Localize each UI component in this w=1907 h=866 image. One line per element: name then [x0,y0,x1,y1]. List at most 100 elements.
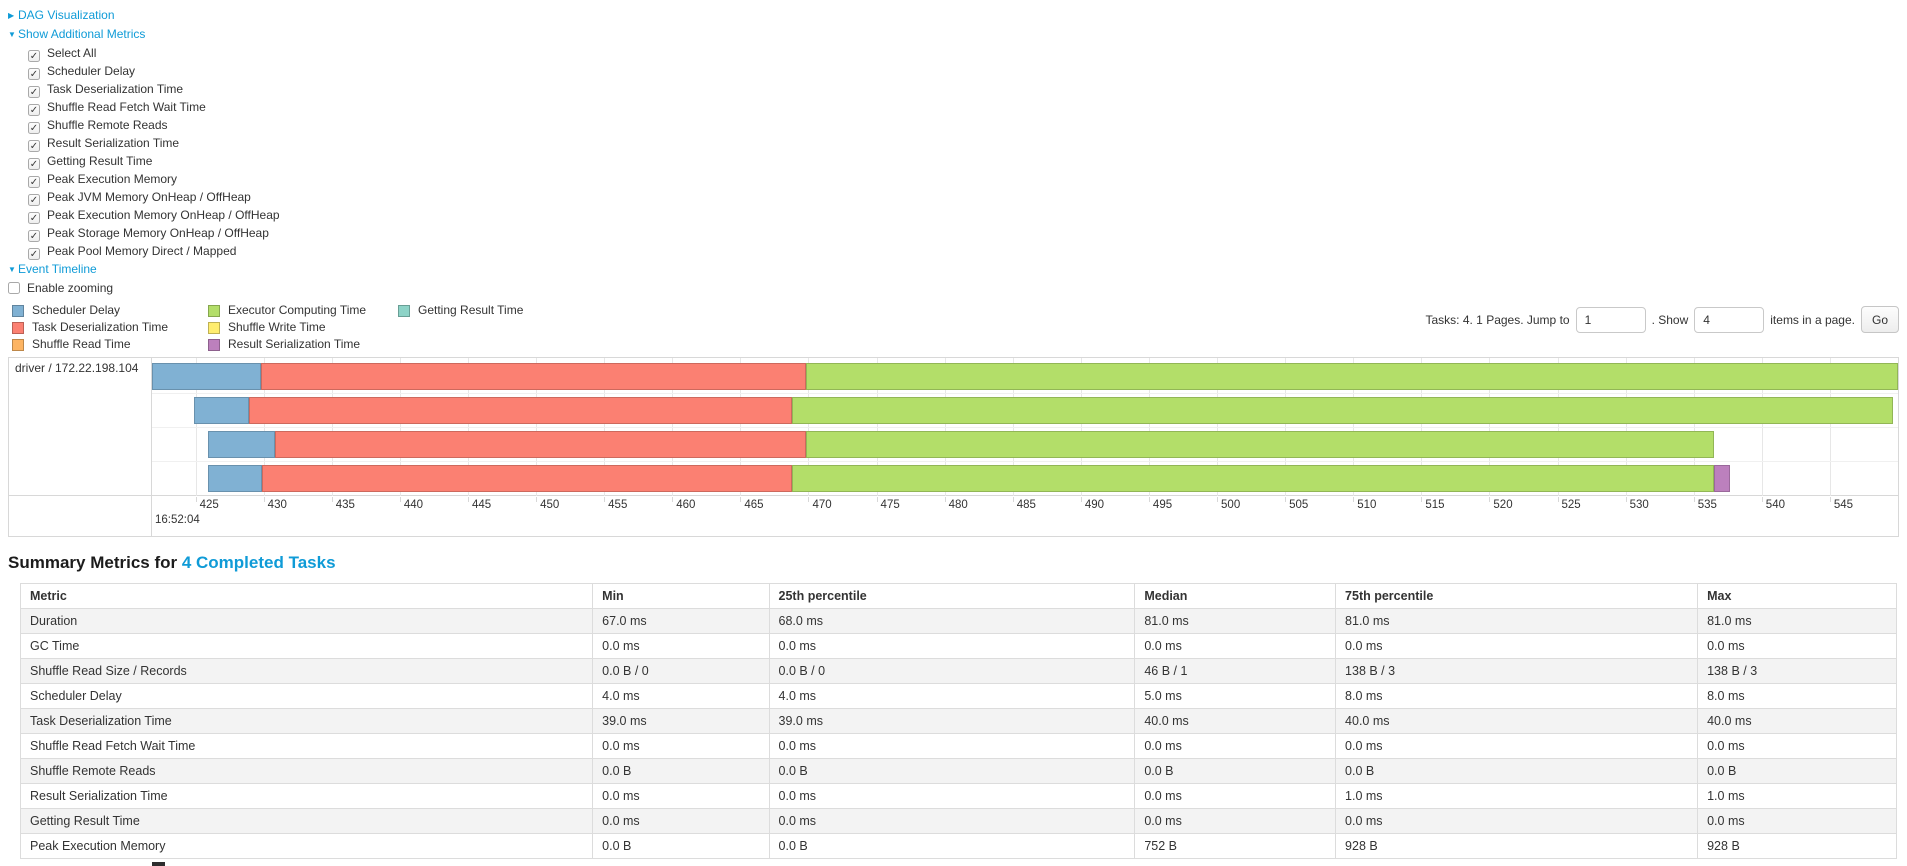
timeline-bar-scheduler-delay[interactable] [152,363,261,390]
summary-table-cell: 0.0 ms [768,633,1136,659]
summary-table-cell: 752 B [1134,833,1337,859]
metric-checkbox[interactable]: ✓ [28,248,40,260]
summary-table-cell: 0.0 B / 0 [592,658,770,684]
timeline-task-lane [152,360,1898,394]
timeline-bar-result-serialization[interactable] [1714,465,1731,492]
timeline-tick-label: 480 [948,499,968,511]
summary-column-header: Metric [19,583,594,609]
timeline-bar-executor-computing[interactable] [792,397,1893,424]
summary-table-cell: 0.0 ms [1335,808,1699,834]
enable-zooming-checkbox[interactable] [8,282,20,294]
metric-checkbox[interactable]: ✓ [28,194,40,206]
summary-table-row: Shuffle Read Size / Records 0.0 B / 0 0.0 … [19,658,1897,684]
items-per-page-input[interactable] [1694,306,1765,333]
completed-tasks-link[interactable]: 4 Completed Tasks [181,553,336,572]
metric-checkbox[interactable]: ✓ [28,68,40,80]
timeline-tick-mark [1625,497,1627,502]
task-pagination: Tasks: 4. 1 Pages. Jump to . Show items … [1426,302,1899,333]
summary-table-cell: 0.0 ms [1134,633,1337,659]
event-timeline-label: Event Timeline [18,262,97,276]
metric-checkbox-label: Getting Result Time [47,154,153,168]
dag-visualization-label: DAG Visualization [18,8,115,22]
timeline-tick-mark [331,497,333,502]
metric-checkbox[interactable]: ✓ [28,104,40,116]
metric-checkbox[interactable]: ✓ [28,140,40,152]
timeline-bar-scheduler-delay[interactable] [207,431,275,458]
summary-table-cell: 0.0 ms [1697,733,1897,759]
metric-checkbox[interactable]: ✓ [28,122,40,134]
metric-checkbox-label: Peak Execution Memory OnHeap / OffHeap [47,208,280,222]
event-timeline-chart: driver / 172.22.198.104 16:52:04 425 430 4… [8,357,1899,537]
timeline-tick-mark [1080,497,1082,502]
timeline-bar-task-deserialization[interactable] [274,431,806,458]
summary-table-row: Getting Result Time 0.0 ms 0.0 ms 0.0 ms 0.0… [19,808,1897,834]
summary-table-cell: 0.0 B [768,758,1136,784]
timeline-bar-task-deserialization[interactable] [248,397,793,424]
summary-table-row: Duration 67.0 ms 68.0 ms 81.0 ms 81.0 ms 81.0… [19,608,1897,634]
summary-table-row: Scheduler Delay 4.0 ms 4.0 ms 5.0 ms 8.0 ms 8… [19,683,1897,709]
timeline-bar-scheduler-delay[interactable] [207,465,263,492]
summary-table-cell: 81.0 ms [1697,608,1897,634]
metric-checkbox[interactable]: ✓ [28,158,40,170]
summary-table-cell: Result Serialization Time [19,783,594,809]
timeline-tick-label: 485 [1016,499,1036,511]
timeline-tick-mark [1557,497,1559,502]
summary-table-cell: 81.0 ms [1335,608,1699,634]
timeline-bar-executor-computing[interactable] [805,431,1715,458]
event-timeline-toggle[interactable]: ▼ Event Timeline [8,260,1899,279]
timeline-bar-task-deserialization[interactable] [262,465,793,492]
timeline-tick-mark [263,497,265,502]
timeline-tick-label: 440 [403,499,424,511]
timeline-bar-executor-computing[interactable] [792,465,1715,492]
timeline-tick-mark [808,497,810,502]
caret-down-icon: ▼ [8,265,16,274]
metric-checkbox-item: ✓ Getting Result Time [28,152,1899,170]
summary-table-cell: 0.0 ms [768,808,1136,834]
summary-table-cell: 0.0 B [768,833,1136,859]
timeline-bar-task-deserialization[interactable] [260,363,806,390]
metric-checkbox[interactable]: ✓ [28,230,40,242]
summary-table-cell: 0.0 B / 0 [768,658,1136,684]
summary-table-cell: 40.0 ms [1697,708,1897,734]
timeline-tick-mark [1217,497,1219,502]
timeline-tick-mark [1285,497,1287,502]
summary-table-cell: 928 B [1697,833,1897,859]
legend-pagination-row: Scheduler Delay Task Deserialization Time… [8,302,1899,353]
summary-table-cell: 928 B [1335,833,1699,859]
summary-column-header: Max [1697,583,1897,609]
timeline-bar-scheduler-delay[interactable] [194,397,249,424]
metric-checkbox[interactable]: ✓ [28,50,40,62]
executor-group-label: driver / 172.22.198.104 [15,361,139,375]
summary-table-cell: 0.0 ms [592,733,770,759]
summary-table-cell: 1.0 ms [1697,783,1897,809]
summary-table-cell: 5.0 ms [1134,683,1337,709]
timeline-tick-mark [876,497,878,502]
timeline-tick-mark [399,497,401,502]
metric-checkbox[interactable]: ✓ [28,176,40,188]
legend-item: Shuffle Read Time [12,336,208,353]
dag-visualization-toggle[interactable]: ▶ DAG Visualization [8,6,1899,25]
summary-table-cell: 0.0 ms [592,783,770,809]
caret-right-icon: ▶ [8,11,15,20]
summary-table-cell: 8.0 ms [1335,683,1699,709]
timeline-tick-label: 455 [608,499,628,511]
timeline-tick-label: 450 [540,499,560,511]
summary-table-cell: 0.0 ms [768,733,1136,759]
go-button[interactable]: Go [1860,306,1899,333]
timeline-tick-mark [944,497,946,502]
timeline-bar-executor-computing[interactable] [805,363,1898,390]
timeline-gridline [1898,358,1899,496]
jump-to-page-input[interactable] [1575,306,1646,333]
timeline-tick-label: 530 [1629,499,1649,511]
summary-table-cell: 67.0 ms [592,608,770,634]
metric-checkbox[interactable]: ✓ [28,86,40,98]
show-additional-metrics-toggle[interactable]: ▼ Show Additional Metrics [8,25,1899,44]
timeline-plot-border [9,358,1898,496]
metric-checkbox[interactable]: ✓ [28,212,40,224]
summary-table-cell: 138 B / 3 [1697,658,1897,684]
summary-table-cell: 0.0 B [1335,758,1699,784]
summary-table-cell: GC Time [19,633,594,659]
timeline-tick-label: 490 [1084,499,1105,511]
timeline-tick-label: 505 [1289,499,1309,511]
